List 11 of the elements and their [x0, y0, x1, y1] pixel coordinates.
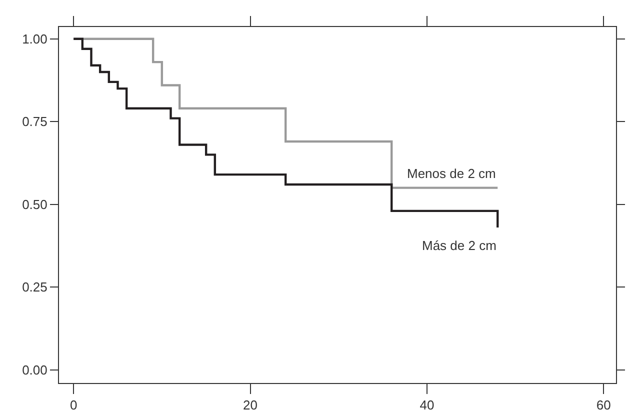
y-tick-label: 0.75	[22, 114, 48, 130]
y-tick-label: 0.00	[22, 362, 48, 378]
y-tick-label: 0.25	[22, 280, 48, 295]
x-tick-label: 40	[420, 398, 434, 413]
x-tick-label: 0	[70, 398, 78, 413]
y-tick-label: 1.00	[22, 31, 48, 46]
x-tick-label: 60	[596, 398, 611, 413]
x-tick-label: 20	[243, 398, 258, 413]
series-label: Más de 2 cm	[422, 238, 496, 253]
y-tick-label: 0.50	[22, 196, 48, 212]
series-label: Menos de 2 cm	[407, 166, 496, 181]
